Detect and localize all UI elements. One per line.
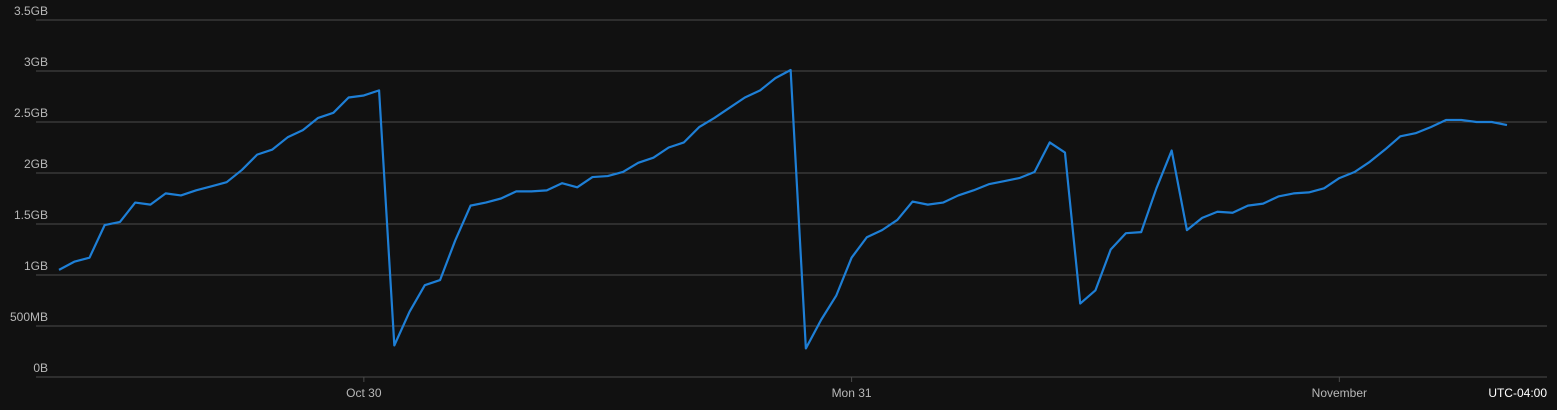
x-tick-label: November	[1312, 386, 1367, 400]
y-tick-label: 3GB	[24, 55, 48, 69]
y-tick-label: 2GB	[24, 157, 48, 171]
y-tick-label: 0B	[33, 361, 48, 375]
y-tick-label: 1GB	[24, 259, 48, 273]
timezone-label: UTC-04:00	[1488, 386, 1547, 400]
y-tick-label: 1.5GB	[14, 208, 48, 222]
x-tick-label: Mon 31	[832, 386, 872, 400]
y-tick-label: 3.5GB	[14, 4, 48, 18]
y-tick-label: 2.5GB	[14, 106, 48, 120]
data-line	[58, 68, 1508, 350]
y-tick-label: 500MB	[10, 310, 48, 324]
x-tick-label: Oct 30	[346, 386, 382, 400]
